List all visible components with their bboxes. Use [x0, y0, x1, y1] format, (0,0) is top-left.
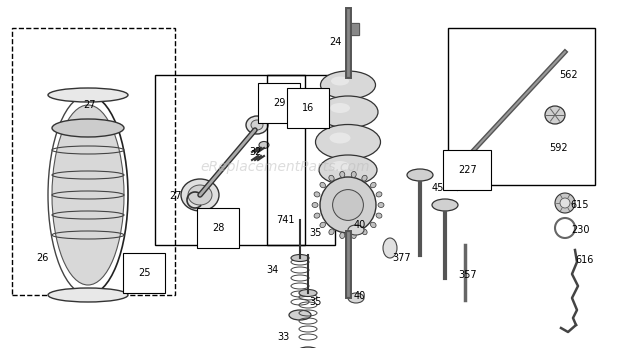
Ellipse shape — [329, 229, 334, 235]
Ellipse shape — [331, 77, 349, 86]
Ellipse shape — [329, 133, 350, 143]
Ellipse shape — [351, 232, 356, 238]
Text: eReplacementParts.com: eReplacementParts.com — [200, 160, 370, 174]
Ellipse shape — [329, 175, 334, 181]
Ellipse shape — [545, 106, 565, 124]
Text: 24: 24 — [329, 37, 341, 47]
Ellipse shape — [371, 182, 376, 188]
Ellipse shape — [251, 120, 263, 130]
Ellipse shape — [314, 192, 320, 197]
Ellipse shape — [188, 185, 212, 205]
Ellipse shape — [299, 290, 317, 296]
Circle shape — [555, 193, 575, 213]
Ellipse shape — [340, 172, 345, 177]
Ellipse shape — [320, 182, 326, 188]
Text: 562: 562 — [560, 70, 578, 80]
Text: 29: 29 — [273, 98, 285, 108]
Ellipse shape — [351, 172, 356, 177]
Ellipse shape — [376, 213, 382, 218]
Circle shape — [332, 190, 363, 220]
Text: 27: 27 — [169, 191, 181, 201]
Text: 34: 34 — [266, 265, 278, 275]
Bar — [351, 23, 359, 35]
Text: 16: 16 — [302, 103, 314, 113]
Text: 35: 35 — [310, 297, 322, 307]
Text: 32: 32 — [249, 147, 261, 157]
Text: 357: 357 — [459, 270, 477, 280]
Ellipse shape — [330, 103, 350, 113]
Ellipse shape — [319, 155, 377, 185]
Circle shape — [320, 177, 376, 233]
Ellipse shape — [378, 203, 384, 207]
Bar — [351, 23, 359, 35]
Ellipse shape — [52, 105, 124, 285]
Ellipse shape — [321, 71, 376, 99]
Text: 45: 45 — [432, 183, 444, 193]
Text: 33: 33 — [277, 332, 289, 342]
Ellipse shape — [348, 293, 364, 303]
Text: 616: 616 — [576, 255, 594, 265]
Ellipse shape — [376, 192, 382, 197]
Ellipse shape — [362, 175, 367, 181]
Ellipse shape — [314, 213, 320, 218]
Ellipse shape — [320, 222, 326, 228]
Ellipse shape — [291, 254, 309, 261]
Ellipse shape — [52, 119, 124, 137]
Ellipse shape — [246, 116, 268, 134]
Text: 227: 227 — [458, 165, 477, 175]
Ellipse shape — [371, 222, 376, 228]
Text: 40: 40 — [354, 220, 366, 230]
Text: 615: 615 — [571, 200, 589, 210]
Ellipse shape — [181, 179, 219, 211]
Text: 592: 592 — [549, 143, 567, 153]
Text: 230: 230 — [571, 225, 589, 235]
Ellipse shape — [312, 203, 318, 207]
Text: 28: 28 — [212, 223, 224, 233]
Ellipse shape — [407, 169, 433, 181]
Text: 35: 35 — [310, 228, 322, 238]
Ellipse shape — [289, 310, 311, 320]
Text: 377: 377 — [392, 253, 411, 263]
Text: 40: 40 — [354, 291, 366, 301]
Ellipse shape — [432, 199, 458, 211]
Ellipse shape — [259, 142, 269, 149]
Ellipse shape — [340, 232, 345, 238]
Ellipse shape — [48, 288, 128, 302]
Text: 741: 741 — [276, 215, 294, 225]
Ellipse shape — [48, 88, 128, 102]
Text: 27: 27 — [84, 100, 96, 110]
Text: 26: 26 — [36, 253, 48, 263]
Ellipse shape — [362, 229, 367, 235]
Circle shape — [560, 198, 570, 208]
Ellipse shape — [330, 161, 350, 171]
Ellipse shape — [383, 238, 397, 258]
Text: 25: 25 — [138, 268, 151, 278]
Ellipse shape — [316, 125, 381, 159]
Ellipse shape — [318, 96, 378, 128]
Ellipse shape — [348, 225, 364, 235]
Ellipse shape — [297, 347, 319, 348]
